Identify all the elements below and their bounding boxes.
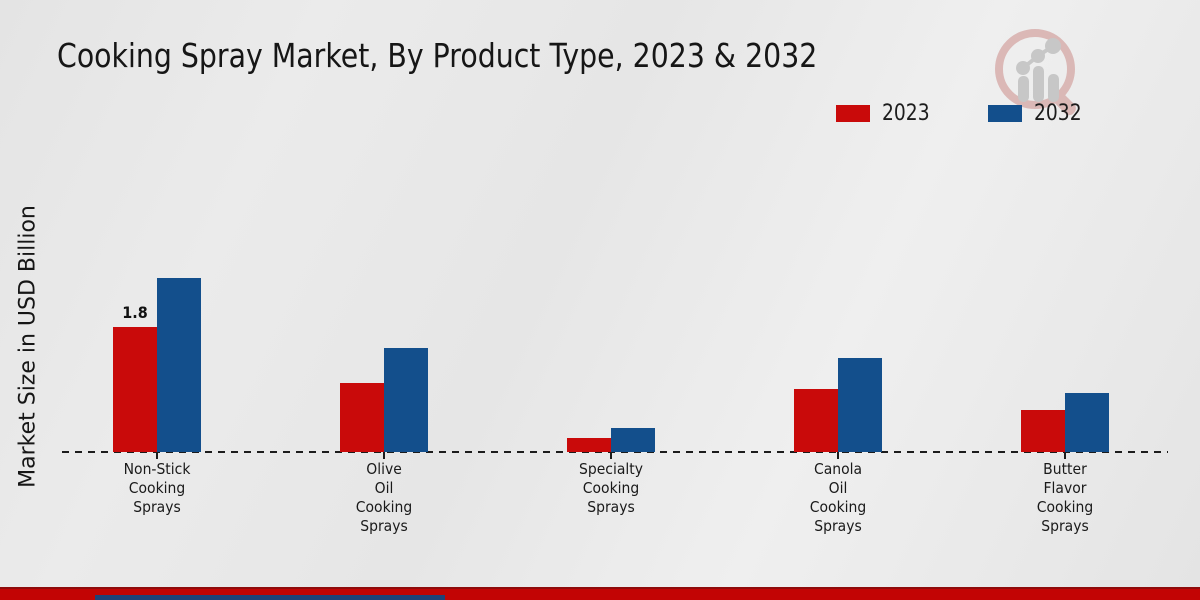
bar-2032-4 <box>1065 392 1109 452</box>
x-axis-tick <box>1064 452 1066 459</box>
bar-2032-1 <box>384 347 428 452</box>
legend: 2023 2032 <box>836 101 1090 126</box>
x-axis-tick <box>610 452 612 459</box>
x-axis-tick <box>383 452 385 459</box>
bar-data-label: 1.8 <box>122 302 148 322</box>
bar-2023-3 <box>794 389 838 452</box>
x-axis-baseline <box>62 451 1168 453</box>
legend-item-2032: 2032 <box>988 101 1090 126</box>
footer-navy-bar <box>95 595 445 600</box>
bar-2023-4 <box>1021 410 1065 452</box>
x-axis-tick <box>837 452 839 459</box>
legend-label: 2023 <box>882 101 930 126</box>
legend-swatch-2032 <box>988 105 1022 122</box>
bar-2032-3 <box>838 358 882 452</box>
bar-2032-0 <box>157 278 201 452</box>
legend-item-2023: 2023 <box>836 101 938 126</box>
bar-2032-2 <box>611 427 655 452</box>
legend-label: 2032 <box>1034 101 1082 126</box>
magnifier-bar-chart-logo-icon <box>995 29 1076 116</box>
category-label: Specialty Cooking Sprays <box>578 460 643 516</box>
category-label: Olive Oil Cooking Sprays <box>355 460 413 535</box>
chart-title: Cooking Spray Market, By Product Type, 2… <box>57 36 818 75</box>
bar-2023-2 <box>567 438 611 452</box>
legend-swatch-2023 <box>836 105 870 122</box>
category-label: Canola Oil Cooking Sprays <box>809 460 867 535</box>
category-label: Butter Flavor Cooking Sprays <box>1036 460 1094 535</box>
bar-2023-1 <box>340 382 384 452</box>
category-label: Non-Stick Cooking Sprays <box>123 460 191 516</box>
x-axis-tick <box>156 452 158 459</box>
bar-2023-0 <box>113 326 157 452</box>
